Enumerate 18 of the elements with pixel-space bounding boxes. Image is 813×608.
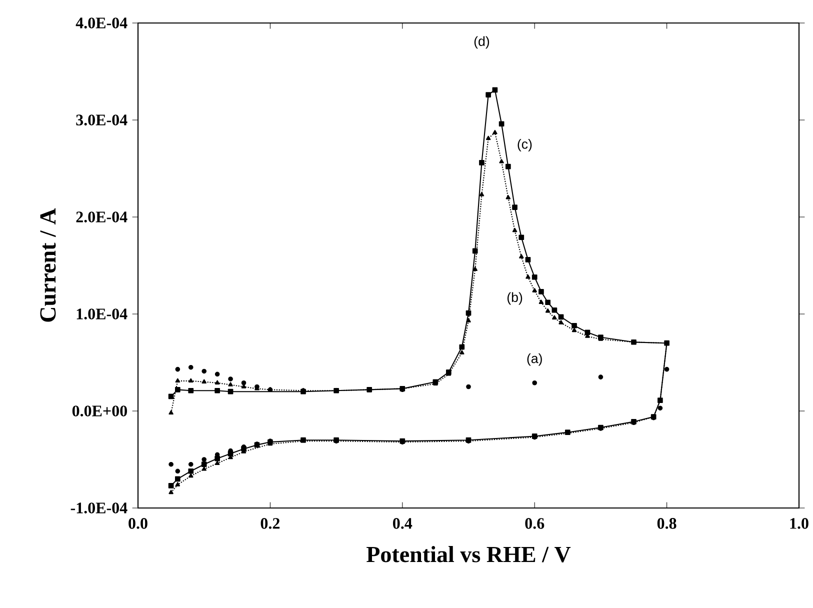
x-tick-label: 1.0: [790, 518, 808, 529]
y-tick-label: 1.0E-04: [76, 308, 128, 320]
y-tick-label: 2.0E-04: [76, 212, 128, 222]
y-tick-label: 3.0E-04: [76, 114, 128, 126]
annotation: (a): [527, 353, 542, 366]
y-tick-label: 0.0E+00: [72, 406, 127, 416]
x-axis-title: Potential vs RHE / V: [366, 546, 571, 562]
y-tick-label: 4.0E-04: [76, 18, 128, 28]
annotation: (d): [474, 36, 490, 49]
x-tick-label: 0.4: [393, 518, 412, 529]
x-tick-label: 0.0: [128, 518, 148, 529]
y-axis-title: Current / A: [40, 208, 56, 322]
x-tick-label: 0.8: [657, 518, 676, 529]
x-tick-label: 0.2: [260, 518, 280, 529]
y-tick-label: -1.0E-04: [70, 502, 128, 514]
annotation: (b): [507, 292, 522, 305]
x-tick-label: 0.6: [525, 518, 544, 529]
annotation: (c): [518, 139, 532, 152]
